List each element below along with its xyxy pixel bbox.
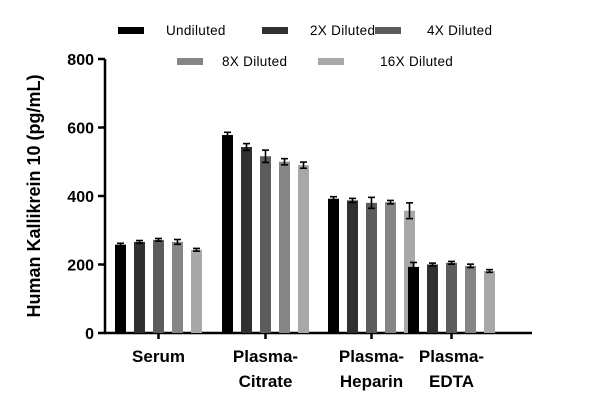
category-label: Plasma-	[419, 347, 484, 366]
bar	[222, 135, 233, 333]
bar	[328, 198, 339, 333]
bar	[298, 165, 309, 333]
bar	[484, 271, 495, 333]
bar	[347, 200, 358, 333]
legend-swatch	[177, 58, 203, 65]
bar	[134, 241, 145, 333]
legend-label: 8X Diluted	[222, 54, 287, 69]
legend-item: 8X Diluted	[177, 54, 287, 69]
y-axis-title: Human Kallikrein 10 (pg/mL)	[24, 74, 44, 317]
legend-swatch	[118, 27, 144, 34]
category-label-line2: Citrate	[239, 372, 293, 391]
bar	[260, 156, 271, 333]
y-tick-label: 600	[67, 121, 94, 138]
category-label: Plasma-	[339, 347, 404, 366]
y-tick-label: 800	[67, 52, 94, 69]
bar	[408, 266, 419, 333]
legend-item: 16X Diluted	[318, 54, 453, 69]
legend-item: 2X Diluted	[262, 23, 375, 38]
bar	[153, 239, 164, 333]
legend-label: 2X Diluted	[310, 23, 375, 38]
bar	[427, 264, 438, 333]
legend-label: Undiluted	[166, 23, 226, 38]
bar	[241, 147, 252, 333]
legend-label: 16X Diluted	[380, 54, 453, 69]
category-label-line2: Heparin	[340, 372, 403, 391]
category-label: Serum	[132, 347, 185, 366]
y-tick-label: 0	[85, 326, 94, 343]
y-axis: 0 200 400 600 800	[67, 52, 107, 343]
legend-item: 4X Diluted	[375, 23, 492, 38]
category-label: Plasma-	[233, 347, 298, 366]
bar	[366, 202, 377, 333]
bar	[279, 161, 290, 333]
category-label-line2: EDTA	[429, 372, 474, 391]
bars-group	[115, 131, 495, 333]
legend-item: Undiluted	[118, 23, 226, 38]
bar	[191, 249, 202, 333]
bar	[172, 241, 183, 333]
bar	[385, 202, 396, 333]
x-axis: Serum Plasma- Citrate Plasma- Heparin Plasma-…	[104, 331, 532, 391]
legend-swatch	[262, 27, 288, 34]
legend: Undiluted 2X Diluted 4X Diluted 8X Diluted 1…	[118, 23, 492, 69]
bar	[465, 265, 476, 333]
legend-swatch	[318, 58, 344, 65]
legend-label: 4X Diluted	[427, 23, 492, 38]
bar	[446, 262, 457, 333]
y-tick-label: 200	[67, 258, 94, 275]
bar	[115, 244, 126, 333]
y-tick-label: 400	[67, 189, 94, 206]
legend-swatch	[375, 27, 401, 34]
